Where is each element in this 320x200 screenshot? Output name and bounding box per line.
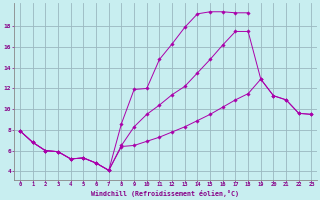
X-axis label: Windchill (Refroidissement éolien,°C): Windchill (Refroidissement éolien,°C) — [91, 190, 239, 197]
